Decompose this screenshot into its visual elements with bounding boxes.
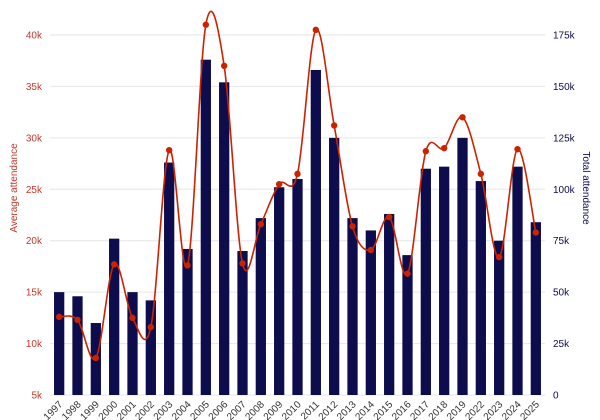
bar-2014	[365, 230, 376, 395]
bar-series	[54, 59, 541, 396]
point-2004	[184, 262, 191, 269]
bar-2001	[127, 292, 138, 395]
right-tick-label: 100k	[553, 185, 576, 196]
point-2001	[129, 314, 136, 322]
point-2025	[532, 229, 540, 236]
bar-2004	[182, 248, 193, 395]
left-tick-label: 15k	[26, 288, 43, 299]
point-2017	[422, 148, 430, 155]
left-tick-label: 35k	[26, 82, 43, 93]
bar-2012	[329, 137, 340, 396]
left-tick-label: 5k	[31, 391, 43, 402]
right-tick-label: 175k	[553, 31, 576, 42]
right-tick-label: 50k	[553, 288, 570, 299]
bar-1998	[72, 296, 83, 395]
bar-2007	[237, 251, 248, 395]
bar-2005	[200, 59, 211, 395]
bar-2003	[164, 162, 175, 395]
point-2009	[275, 180, 283, 188]
left-axis-title: Average attendance	[9, 143, 20, 233]
bar-2002	[145, 300, 156, 395]
point-2013	[349, 223, 356, 230]
point-2018	[440, 144, 448, 152]
bar-2019	[457, 137, 468, 396]
point-1999	[92, 354, 100, 362]
point-2023	[495, 253, 503, 261]
point-2002	[147, 323, 155, 331]
right-tick-label: 150k	[553, 82, 576, 93]
point-2024	[514, 145, 521, 153]
bar-2015	[384, 213, 395, 395]
point-2003	[165, 147, 173, 154]
left-tick-label: 20k	[26, 236, 43, 247]
point-2011	[312, 26, 320, 34]
right-tick-label: 75k	[553, 236, 570, 247]
right-tick-label: 0	[553, 391, 559, 402]
bar-2022	[475, 181, 486, 395]
bar-2006	[219, 82, 230, 395]
bar-2023	[494, 240, 505, 395]
line-series	[55, 10, 540, 362]
right-tick-label: 125k	[553, 133, 576, 144]
point-2019	[459, 114, 466, 121]
point-2008	[257, 221, 265, 228]
point-2014	[367, 246, 375, 254]
point-1997	[55, 313, 63, 321]
bar-2016	[402, 255, 413, 395]
point-2006	[220, 62, 228, 70]
x-tick-label: 2025	[518, 399, 542, 420]
point-2016	[404, 270, 411, 277]
point-2010	[294, 170, 301, 178]
point-2005	[202, 21, 210, 28]
bar-2024	[512, 166, 523, 395]
bar-2013	[347, 218, 358, 395]
point-2007	[239, 260, 246, 267]
right-tick-label: 25k	[553, 339, 570, 350]
bar-2017	[420, 168, 431, 395]
point-1998	[74, 316, 81, 324]
right-axis-title: Total attendance	[580, 151, 591, 225]
bar-2009	[274, 187, 285, 395]
left-tick-label: 25k	[26, 185, 43, 196]
bar-2000	[109, 238, 120, 395]
point-2015	[385, 213, 393, 221]
point-2012	[330, 122, 338, 129]
bar-1997	[54, 292, 65, 395]
point-2000	[110, 261, 118, 268]
left-tick-label: 10k	[26, 339, 43, 350]
left-tick-label: 30k	[26, 133, 43, 144]
bar-2008	[255, 218, 266, 395]
bar-2011	[310, 69, 321, 395]
point-2022	[477, 170, 485, 178]
bar-2025	[530, 222, 541, 395]
bar-2018	[439, 166, 450, 395]
left-tick-label: 40k	[26, 31, 43, 42]
bar-2010	[292, 179, 303, 395]
